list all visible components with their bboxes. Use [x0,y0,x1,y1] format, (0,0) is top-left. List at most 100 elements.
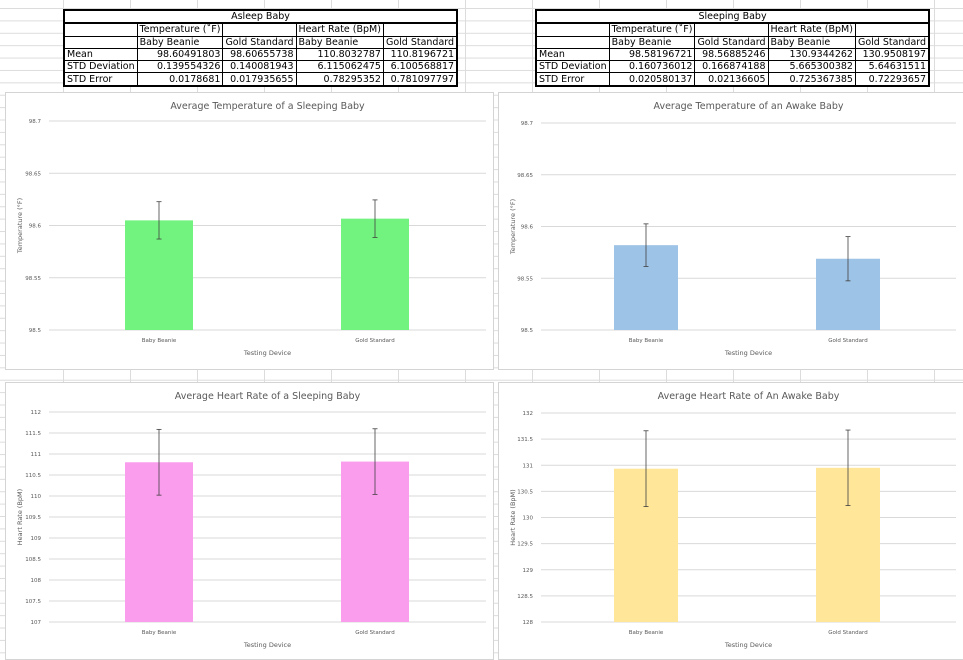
y-tick-label: 132 [523,411,534,417]
cell[interactable]: 0.020580137 [608,72,696,87]
cell[interactable]: 130.9344262 [767,47,856,62]
x-tick-label: Baby Beanie [629,338,664,344]
y-tick-label: 111 [31,452,42,458]
chart-hr-sleeping[interactable]: 107 107.5 108 108.5 109 109.5 110 110.5 111 111.5… [5,382,494,660]
cell[interactable]: 0.166874188 [694,60,769,74]
cell[interactable]: 0.017935655 [222,72,297,87]
cell[interactable]: 0.72293657 [854,72,930,87]
y-tick-label: 129.5 [517,542,533,548]
row-label: STD Deviation [535,60,610,74]
col-header: Gold Standard [854,35,930,49]
cell[interactable]: 6.115062475 [295,60,384,74]
x-axis-title: Testing Device [724,349,772,357]
y-tick-label: 128 [523,620,534,626]
cell[interactable]: 0.0178681 [136,72,224,87]
table-row: STD Error 0.020580137 0.02136605 0.72536738… [535,72,930,87]
x-tick-label: Baby Beanie [142,630,177,636]
chart-temp-sleeping[interactable]: 98.5 98.55 98.6 98.65 98.7 Baby Beanie Gold St… [5,92,494,370]
y-tick-label: 108.5 [25,557,41,563]
y-tick-label: 131 [523,463,534,469]
y-tick-label: 130.5 [517,489,533,495]
y-tick-label: 98.5 [521,328,534,334]
y-tick-label: 107.5 [25,599,41,605]
chart-svg: 98.5 98.55 98.6 98.65 98.7 Baby Beanie Gold St… [509,101,956,357]
y-tick-label: 109.5 [25,515,41,521]
y-tick-label: 110 [31,494,42,500]
y-axis-title: Temperature (°F) [509,199,517,255]
y-tick-label: 98.65 [25,171,41,177]
empty-cell [63,22,138,37]
table-title: Sleeping Baby [536,10,930,24]
cell[interactable]: 0.725367385 [767,72,856,87]
group-header: Temperature (˚F) [136,22,224,37]
col-header: Baby Beanie [136,35,224,49]
chart-title: Average Temperature of a Sleeping Baby [170,101,365,112]
sleeping-baby-table: Sleeping Baby Temperature (˚F) Heart Rate… [535,9,931,87]
y-axis-title: Heart Rate (BpM) [509,489,517,545]
empty-cell [382,22,458,37]
row-label: Mean [535,47,610,62]
cell[interactable]: 6.100568817 [382,60,458,74]
x-tick-label: Baby Beanie [629,630,664,636]
cell[interactable]: 0.140081943 [222,60,297,74]
y-tick-label: 98.55 [517,276,533,282]
y-tick-label: 129 [523,568,534,574]
cell[interactable]: 0.781097797 [382,72,458,87]
row-label: Mean [63,47,138,62]
table-row: Mean 98.58196721 98.56885246 130.9344262 130… [535,47,930,62]
y-tick-label: 98.6 [29,224,42,230]
y-tick-label: 130 [523,516,534,522]
table-title: Asleep Baby [64,10,458,24]
cell[interactable]: 98.56885246 [694,47,769,62]
y-tick-label: 111.5 [25,431,41,437]
chart-svg: 107 107.5 108 108.5 109 109.5 110 110.5 111 111.5… [16,391,486,649]
y-tick-label: 98.65 [517,173,533,179]
cell[interactable]: 5.64631511 [854,60,930,74]
y-tick-label: 112 [31,410,42,416]
cell[interactable]: 0.02136605 [694,72,769,87]
cell[interactable]: 5.665300382 [767,60,856,74]
table-row: STD Deviation 0.139554326 0.140081943 6.115… [63,60,458,74]
y-tick-label: 128.5 [517,594,533,600]
col-header: Baby Beanie [295,35,384,49]
empty-cell [535,35,610,49]
y-axis-title: Heart Rate (BpM) [16,489,24,545]
col-header: Baby Beanie [767,35,856,49]
y-tick-label: 98.7 [29,119,42,125]
y-tick-label: 98.7 [521,121,534,127]
cell[interactable]: 98.60655738 [222,47,297,62]
chart-temp-awake[interactable]: 98.5 98.55 98.6 98.65 98.7 Baby Beanie Gold St… [498,92,963,370]
group-header: Temperature (˚F) [608,22,696,37]
cell[interactable]: 0.78295352 [295,72,384,87]
chart-title: Average Heart Rate of An Awake Baby [658,391,840,402]
col-header: Gold Standard [222,35,297,49]
chart-hr-awake[interactable]: 128 128.5 129 129.5 130 130.5 131 131.5 132 Baby … [498,382,963,660]
y-tick-label: 109 [31,536,42,542]
group-header: Heart Rate (BpM) [767,22,856,37]
col-header: Baby Beanie [608,35,696,49]
cell[interactable]: 0.160736012 [608,60,696,74]
y-tick-label: 108 [31,578,42,584]
y-tick-label: 131.5 [517,437,533,443]
x-axis-title: Testing Device [243,641,291,649]
row-label: STD Error [535,72,610,87]
cell[interactable]: 110.8032787 [295,47,384,62]
x-tick-label: Gold Standard [355,338,394,344]
cell[interactable]: 110.8196721 [382,47,458,62]
x-tick-label: Baby Beanie [142,338,177,344]
col-header: Gold Standard [694,35,769,49]
empty-cell [694,22,769,37]
y-tick-label: 98.6 [521,225,534,231]
y-axis-title: Temperature (°F) [16,198,24,254]
cell[interactable]: 0.139554326 [136,60,224,74]
cell[interactable]: 98.60491803 [136,47,224,62]
x-axis-title: Testing Device [724,641,772,649]
empty-cell [63,35,138,49]
x-tick-label: Gold Standard [828,338,867,344]
cell[interactable]: 130.9508197 [854,47,930,62]
table-row: STD Deviation 0.160736012 0.166874188 5.665… [535,60,930,74]
x-tick-label: Gold Standard [828,630,867,636]
cell[interactable]: 98.58196721 [608,47,696,62]
y-tick-label: 110.5 [25,473,41,479]
x-axis-title: Testing Device [243,349,291,357]
